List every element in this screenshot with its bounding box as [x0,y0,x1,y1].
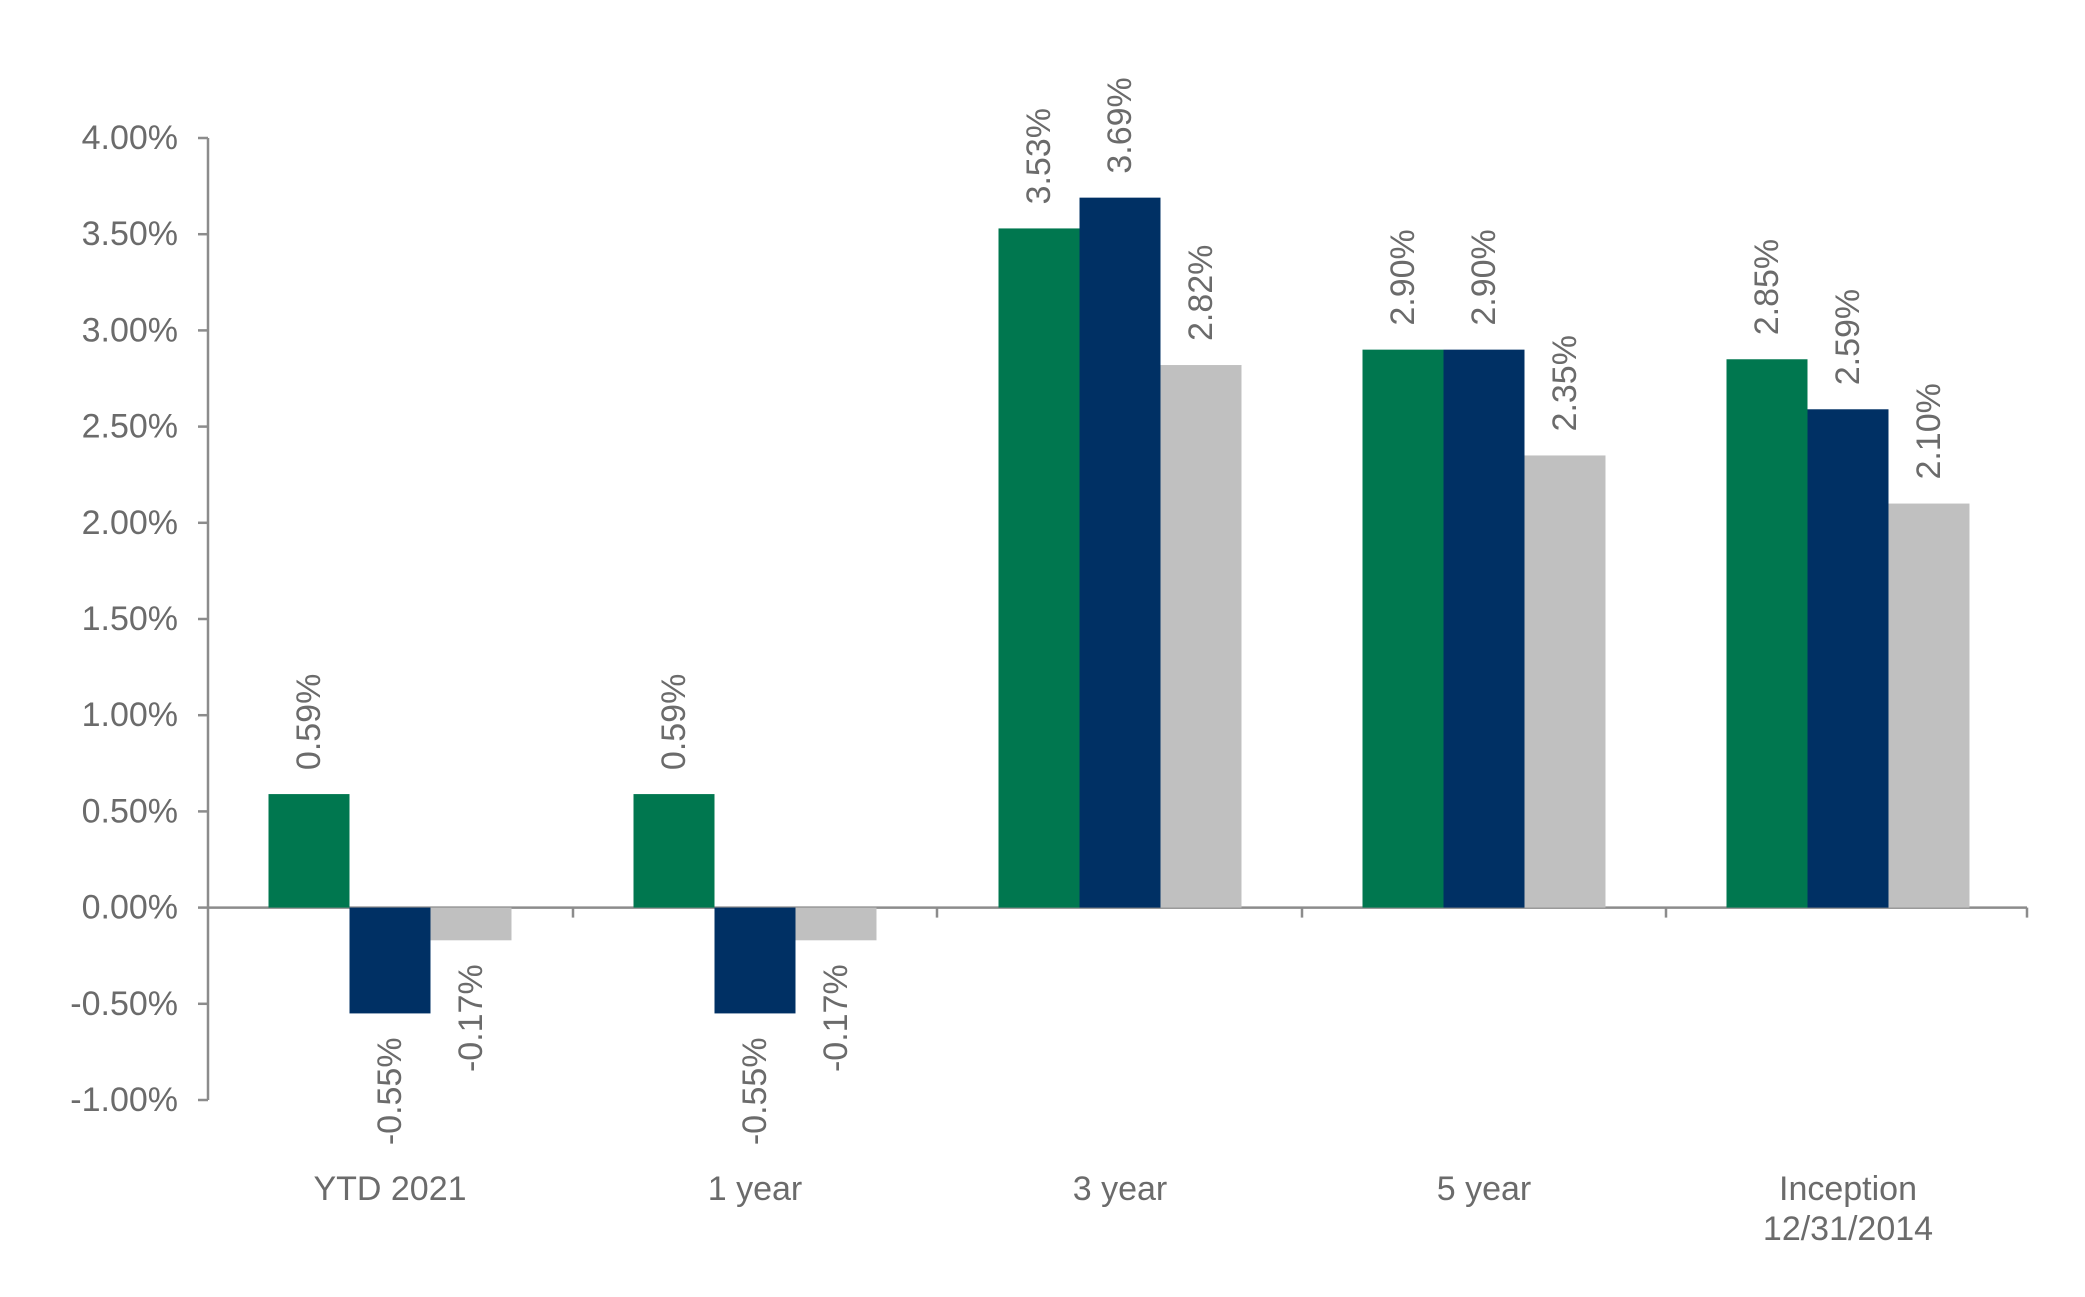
bar [349,907,431,1014]
data-label: 0.59% [655,674,693,770]
bar [1079,197,1161,908]
bars [268,197,1970,1014]
y-tick-label: 2.00% [82,504,178,542]
y-tick-label: 3.50% [82,215,178,253]
y-tick-label: 0.50% [82,792,178,830]
y-tick-label: -0.50% [70,985,178,1023]
y-tick-label: 2.50% [82,408,178,446]
data-label: -0.17% [817,964,855,1072]
data-label: -0.17% [452,964,490,1072]
bar [1362,349,1444,908]
bar [998,228,1080,908]
data-label: 3.69% [1101,77,1139,173]
data-label: 2.35% [1546,335,1584,431]
data-label: 2.90% [1465,229,1503,325]
y-axis: 4.00% 3.50% 3.00% 2.50% 2.00% 1.50% 1.00% 0.50%… [70,119,210,1119]
category-label: 5 year [1437,1170,1532,1208]
bar [1726,359,1808,908]
y-tick-label: -1.00% [70,1081,178,1119]
y-tick-label: 4.00% [82,119,178,157]
bar [633,794,715,908]
category-label: Inception 12/31/2014 [1763,1170,1933,1248]
y-tick-label: 1.00% [82,696,178,734]
data-label: 2.82% [1182,245,1220,341]
category-label-line: Inception [1779,1170,1917,1208]
data-label: -0.55% [371,1037,409,1145]
bar [430,907,512,941]
category-label: 3 year [1073,1170,1168,1208]
bar [1443,349,1525,908]
data-label: -0.55% [736,1037,774,1145]
bar [268,794,350,908]
y-tick-label: 3.00% [82,311,178,349]
bar [714,907,796,1014]
data-label: 3.53% [1020,108,1058,204]
data-labels: 0.59% 0.59% 3.53% 2.90% 2.85% -0.55% -0.55% 3.6… [290,77,1948,1145]
y-tick-label: 1.50% [82,600,178,638]
data-label: 0.59% [290,674,328,770]
category-label-line: 12/31/2014 [1763,1210,1933,1248]
data-label: 2.10% [1910,383,1948,479]
category-label: 1 year [708,1170,803,1208]
data-label: 2.90% [1384,229,1422,325]
category-label-line: YTD 2021 [313,1170,466,1208]
category-label: YTD 2021 [313,1170,466,1208]
bar [1160,365,1242,908]
bar [1524,455,1606,908]
y-tick-label: 0.00% [82,889,178,927]
category-labels: YTD 2021 1 year 3 year 5 year Inception 12/31… [313,1170,1933,1248]
bar [1888,503,1970,908]
category-label-line: 3 year [1073,1170,1168,1208]
data-label: 2.85% [1748,239,1786,335]
bar [1807,409,1889,908]
bar [795,907,877,941]
category-label-line: 5 year [1437,1170,1532,1208]
category-label-line: 1 year [708,1170,803,1208]
data-label: 2.59% [1829,289,1867,385]
